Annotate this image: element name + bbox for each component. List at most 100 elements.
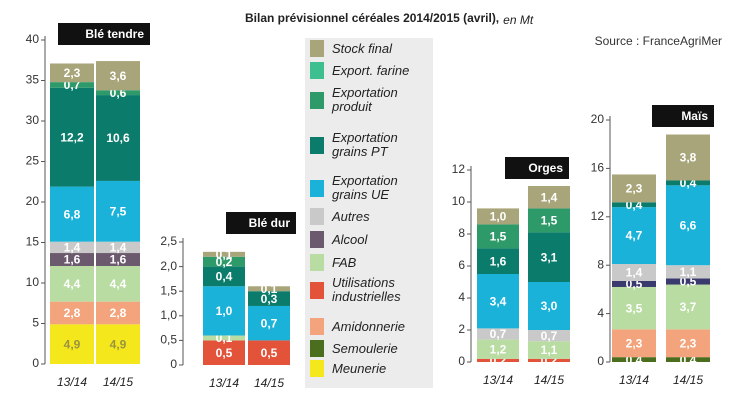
data-label: 3,4 [490,294,507,308]
bar-segment [203,340,245,365]
bar-segment [50,241,94,254]
data-label: 7,5 [110,204,127,218]
bar-segment [203,251,245,257]
bar-segment [528,186,570,209]
legend-swatch [310,340,324,357]
legend-item: Autres [310,208,432,225]
bar-segment [612,286,656,330]
legend-swatch [310,254,324,271]
data-label: 2,3 [680,336,697,350]
data-label: 0,2 [216,255,233,269]
legend-item: Semoulerie [310,340,432,357]
bar-segment [50,186,94,242]
y-tick-label: 8 [458,226,465,240]
y-tick-label: 12 [591,209,605,223]
bar-segment [96,301,140,325]
data-label: 1,5 [490,230,507,244]
bar-segment [248,340,290,365]
data-label: 2,8 [110,306,127,320]
legend-item: Amidonnerie [310,318,432,335]
bar-segment [528,208,570,233]
bar-segment [666,357,710,362]
bar-segment [477,248,519,274]
data-label: 4,4 [110,277,127,291]
data-label: 0,1 [261,282,278,296]
x-tick-label: 13/14 [209,376,239,390]
data-label: 2,3 [626,182,643,196]
x-tick-label: 13/14 [619,373,649,387]
bar-segment [612,329,656,358]
y-tick-label: 0 [597,354,604,368]
bar-segment [96,180,140,242]
legend-label: Exportation produit [332,85,398,114]
bar-segment [612,263,656,281]
y-tick-label: 0 [32,356,39,370]
data-label: 3,0 [541,299,558,313]
bar-segment [528,341,570,359]
data-label: 1,4 [541,190,558,204]
bar-segment [96,90,140,96]
legend-label: Alcool [332,231,368,247]
data-label: 1,5 [541,214,558,228]
bar-segment [666,265,710,279]
data-label: 6,6 [680,218,697,232]
data-label: 1,1 [680,265,697,279]
bar-segment [96,241,140,254]
bar-segment [612,357,656,362]
data-label: 1,4 [64,241,81,255]
legend-swatch [310,91,324,109]
legend-item: Exportation grains UE [310,174,432,202]
x-tick-label: 14/15 [103,375,133,389]
bar-segment [666,329,710,358]
data-label: 3,1 [541,250,558,264]
legend-item: Exportation produit [310,86,432,114]
x-tick-label: 14/15 [673,373,703,387]
bar-segment [96,61,140,91]
legend-swatch [310,40,324,57]
data-label: 4,4 [64,277,81,291]
bar-segment [666,278,710,285]
data-label: 1,6 [64,253,81,267]
chart-title-box [505,157,569,179]
y-tick-label: 20 [26,194,40,208]
bar-segment [612,174,656,203]
bar-segment [666,185,710,266]
legend-item: Stock final [310,40,432,57]
y-tick-label: 4 [597,306,604,320]
y-tick-label: 12 [452,162,466,176]
data-label: 1,2 [490,342,507,356]
bar-segment [477,339,519,359]
bar-segment [666,134,710,181]
data-label: 3,5 [626,301,643,315]
legend-item: Alcool [310,231,432,248]
bar-segment [528,232,570,282]
y-tick-label: 4 [458,290,465,304]
y-tick-label: 15 [26,235,40,249]
bar-segment [203,266,245,287]
x-tick-label: 14/15 [254,376,284,390]
data-label: 0,4 [216,270,233,284]
legend-label: Exportation grains UE [332,173,398,202]
y-tick-label: 30 [26,113,40,127]
data-label: 4,7 [626,229,643,243]
data-label: 2,3 [626,336,643,350]
legend-swatch [310,179,324,197]
bar-segment [528,282,570,330]
bar-segment [50,87,94,187]
y-tick-label: 40 [26,32,40,46]
bar-segment [50,324,94,364]
bar-segment [477,208,519,225]
y-tick-label: 10 [26,275,40,289]
data-label: 3,8 [680,151,697,165]
legend-item: Exportation grains PT [310,131,432,159]
bar-segment [666,284,710,330]
bar-segment [50,82,94,88]
data-label: 1,4 [626,266,643,280]
y-tick-label: 20 [591,112,605,126]
chart-title-box [652,105,714,127]
data-label: 3,7 [680,300,697,314]
bar-segment [528,330,570,342]
y-tick-label: 2 [458,322,465,336]
legend-swatch [310,281,324,299]
